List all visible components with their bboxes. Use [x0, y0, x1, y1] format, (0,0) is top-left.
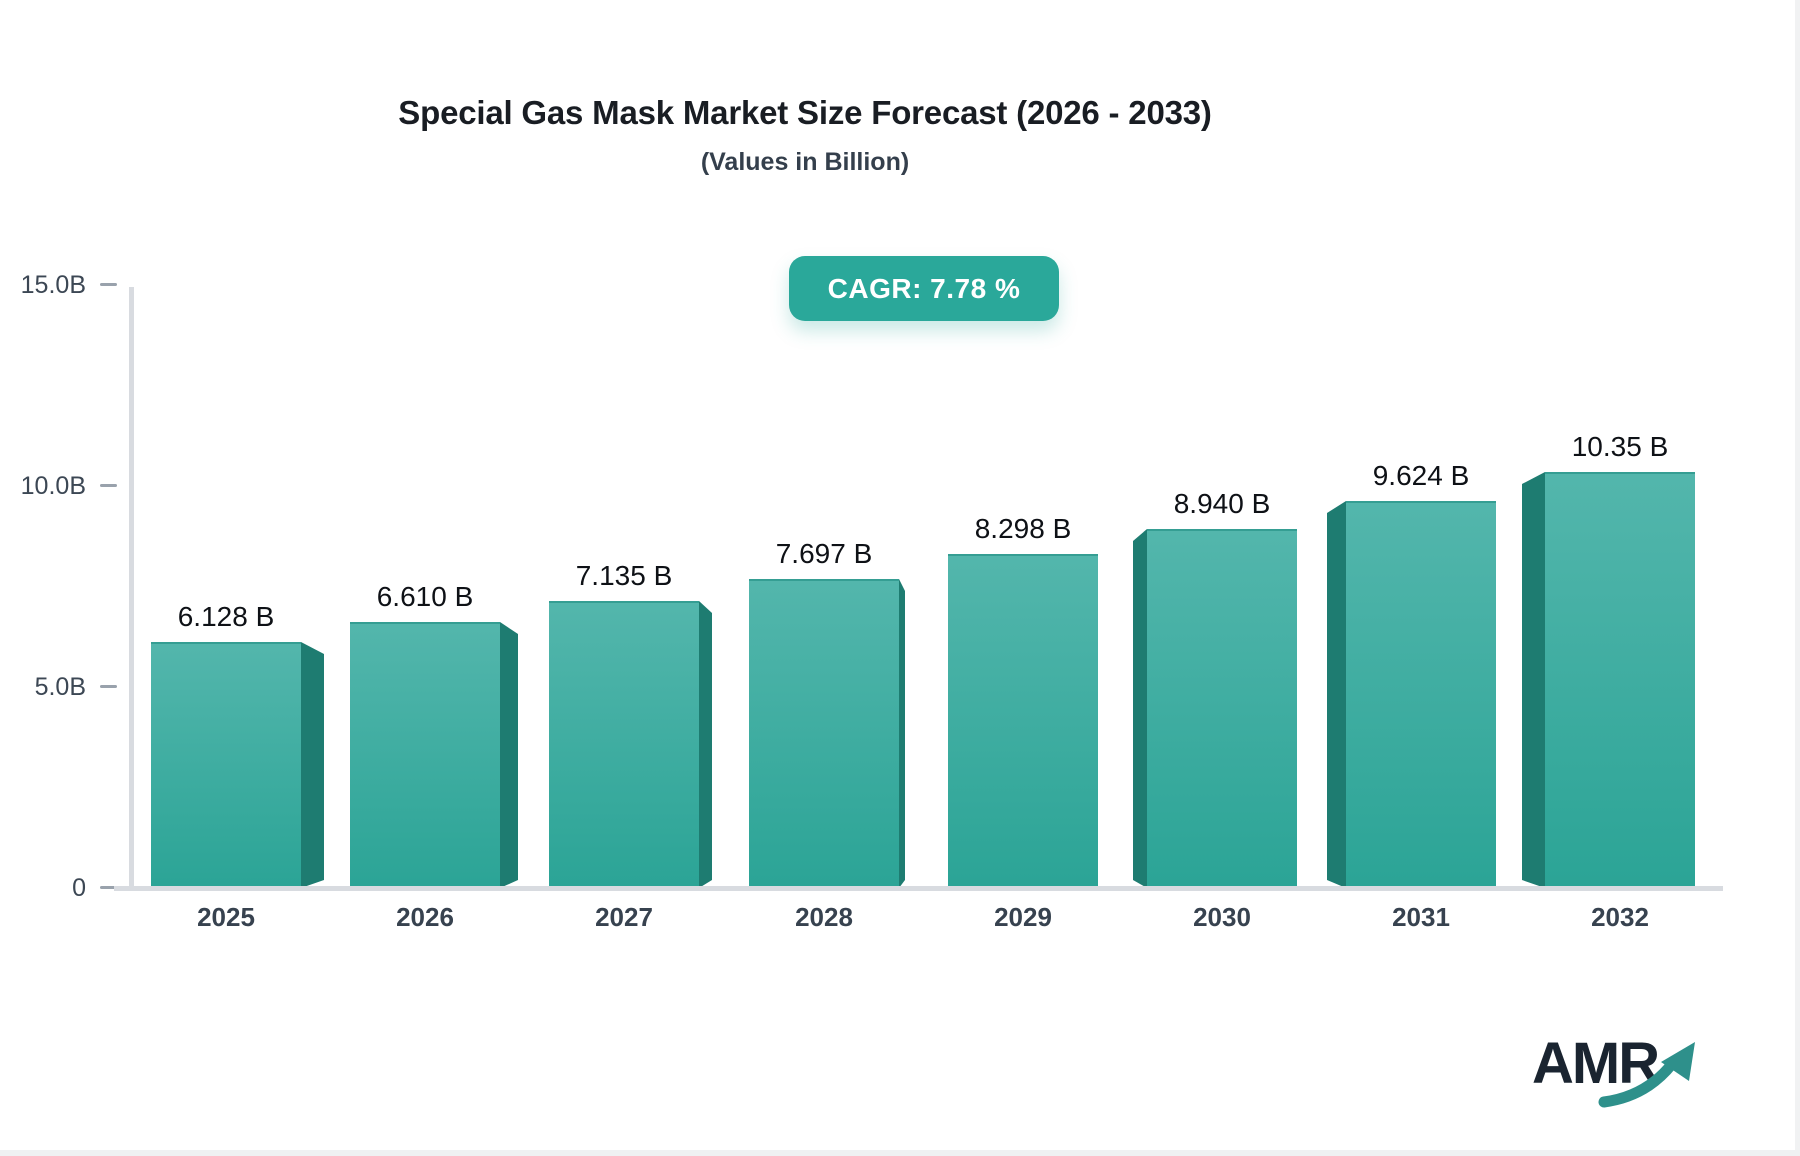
cagr-badge-label: CAGR: 7.78 % — [827, 272, 1021, 304]
bar-side-face — [699, 601, 712, 888]
bar-value-label: 6.610 B — [376, 581, 474, 612]
bar-side-face — [1327, 501, 1346, 888]
y-axis-tick — [100, 886, 117, 889]
chart-subtitle: (Values in Billion) — [700, 148, 910, 176]
x-axis-line — [114, 886, 1723, 891]
x-axis-category-label: 2030 — [1193, 902, 1251, 932]
amr-logo-text: AMR — [1532, 1031, 1660, 1096]
x-axis-category-label: 2027 — [595, 902, 653, 932]
bar-side-face — [301, 642, 324, 888]
bar — [749, 579, 899, 888]
y-axis-tick — [100, 484, 117, 487]
bar — [350, 622, 500, 888]
bar — [1147, 529, 1297, 888]
x-axis-category-label: 2025 — [197, 902, 255, 932]
bar-value-label: 8.298 B — [974, 513, 1072, 544]
bar-value-label: 7.135 B — [575, 560, 673, 591]
y-axis-tick-label: 0 — [72, 874, 86, 902]
y-axis-tick-label: 10.0B — [20, 472, 86, 500]
bar-side-face — [1133, 529, 1147, 888]
x-axis-category-label: 2031 — [1392, 902, 1450, 932]
bar-side-face — [500, 622, 518, 888]
y-axis-tick — [100, 685, 117, 688]
bar-side-face — [1522, 472, 1545, 888]
bar-value-label: 6.128 B — [177, 601, 275, 632]
growth-arrow-icon — [1598, 1042, 1695, 1108]
y-axis-line — [129, 287, 134, 890]
y-axis-tick — [100, 283, 117, 286]
bar — [1346, 501, 1496, 888]
cagr-badge: CAGR: 7.78 % — [789, 256, 1059, 321]
amr-logo: AMR — [1532, 1030, 1732, 1120]
y-axis-tick-label: 5.0B — [34, 673, 86, 701]
bar-value-label: 7.697 B — [775, 538, 873, 569]
x-axis-category-label: 2032 — [1591, 902, 1649, 932]
chart-title: Special Gas Mask Market Size Forecast (2… — [398, 94, 1212, 131]
bar-value-label: 10.35 B — [1571, 431, 1669, 462]
bar-side-face — [899, 579, 905, 888]
window-edge-right — [1795, 0, 1800, 1156]
x-axis-category-label: 2028 — [795, 902, 853, 932]
x-axis-category-label: 2029 — [994, 902, 1052, 932]
bar-value-label: 8.940 B — [1173, 488, 1271, 519]
bar — [151, 642, 301, 888]
x-axis-category-label: 2026 — [396, 902, 454, 932]
bar — [948, 554, 1098, 888]
bar-value-label: 9.624 B — [1372, 460, 1470, 491]
bar — [549, 601, 699, 888]
y-axis-tick-label: 15.0B — [20, 271, 86, 299]
bar — [1545, 472, 1695, 888]
window-edge-bottom — [0, 1150, 1800, 1156]
